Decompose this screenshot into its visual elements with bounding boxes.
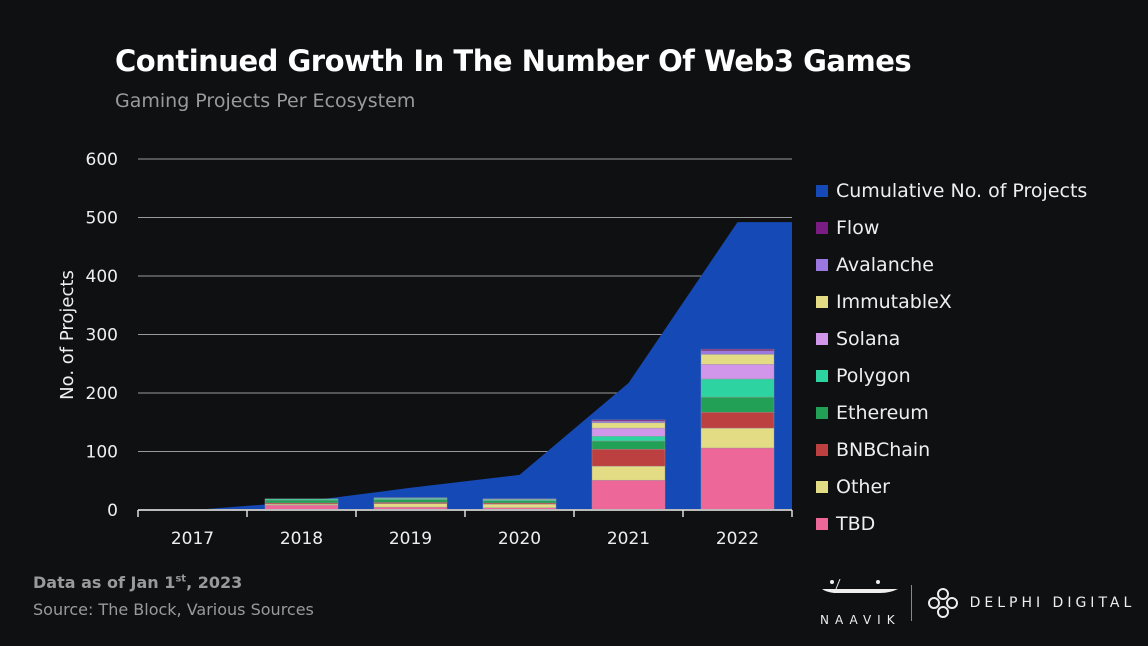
x-tick-label: 2020 <box>498 529 541 549</box>
y-tick-label: 400 <box>86 267 118 287</box>
legend-label: Flow <box>836 216 880 239</box>
bar-avalanche-2021 <box>591 420 666 424</box>
bar-other-2022 <box>700 427 775 449</box>
bar-ethereum-2021 <box>591 440 666 450</box>
y-tick-label: 300 <box>86 326 118 346</box>
legend-swatch <box>816 332 828 345</box>
delphi-logo-icon <box>927 587 958 618</box>
legend-label: Solana <box>836 327 901 350</box>
bar-solana-2020 <box>482 498 557 500</box>
bar-ethereum-2018 <box>264 499 339 504</box>
bar-ethereum-2022 <box>700 396 775 413</box>
legend-swatch <box>816 517 828 530</box>
legend-item: ImmutableX <box>816 283 1087 320</box>
legend-swatch <box>816 295 828 308</box>
legend-swatch <box>816 480 828 493</box>
y-tick-label: 600 <box>86 150 118 170</box>
legend-item: BNBChain <box>816 431 1087 468</box>
bar-flow-2022 <box>700 348 775 352</box>
x-tick-label: 2022 <box>716 529 759 549</box>
legend-swatch <box>816 369 828 382</box>
bar-solana-2021 <box>591 427 666 437</box>
legend-item: Flow <box>816 209 1087 246</box>
legend-swatch <box>816 221 828 234</box>
bar-immutablex-2021 <box>591 422 666 429</box>
chart-title: Continued Growth In The Number Of Web3 G… <box>115 44 912 78</box>
bar-ethereum-2020 <box>482 500 557 504</box>
bar-flow-2021 <box>591 419 666 422</box>
y-axis-label: No. of Projects <box>57 270 78 400</box>
legend-label: Avalanche <box>836 253 934 276</box>
bar-polygon-2022 <box>700 378 775 398</box>
divider <box>910 584 912 621</box>
legend-swatch <box>816 406 828 419</box>
y-tick-label: 100 <box>86 443 118 463</box>
bar-bnbchain-2022 <box>700 412 775 429</box>
x-tick-label: 2017 <box>171 529 214 549</box>
legend-item: Polygon <box>816 357 1087 394</box>
bar-polygon-2021 <box>591 436 666 442</box>
delphi-logo-text: DELPHI DIGITAL <box>969 594 1136 611</box>
legend-swatch <box>816 443 828 456</box>
legend-label: ImmutableX <box>836 290 952 313</box>
x-tick-label: 2021 <box>607 529 650 549</box>
legend-swatch <box>816 258 828 271</box>
y-tick-label: 500 <box>86 209 118 229</box>
legend-item: Ethereum <box>816 394 1087 431</box>
bar-avalanche-2022 <box>700 350 775 355</box>
bar-other-2021 <box>591 465 666 481</box>
bar-solana-2022 <box>700 364 775 380</box>
legend-item: Avalanche <box>816 246 1087 283</box>
bar-tbd-2021 <box>591 479 666 511</box>
bar-solana-2019 <box>373 497 448 499</box>
bar-bnbchain-2021 <box>591 448 666 467</box>
legend-label: Other <box>836 475 890 498</box>
bar-other-2019 <box>373 503 448 508</box>
legend-item: Cumulative No. of Projects <box>816 172 1087 209</box>
logos: NAAVIK DELPHI DIGITAL <box>820 578 1135 627</box>
chart-subtitle: Gaming Projects Per Ecosystem <box>115 90 416 112</box>
data-date-note: Data as of Jan 1st, 2023 <box>33 573 243 592</box>
bar-other-2020 <box>482 503 557 508</box>
naavik-logo: NAAVIK <box>820 578 901 627</box>
source-note: Source: The Block, Various Sources <box>33 600 314 619</box>
boat-icon <box>822 578 898 593</box>
legend-label: BNBChain <box>836 438 931 461</box>
legend-label: TBD <box>836 512 876 535</box>
legend: Cumulative No. of Projects Flow Avalanche I… <box>816 172 1087 542</box>
y-tick-label: 0 <box>107 501 118 521</box>
x-tick-label: 2018 <box>280 529 323 549</box>
bar-polygon-2018 <box>264 498 339 501</box>
legend-item: Other <box>816 468 1087 505</box>
legend-label: Cumulative No. of Projects <box>836 179 1088 202</box>
legend-swatch <box>816 184 828 197</box>
bar-tbd-2022 <box>700 447 775 511</box>
y-tick-label: 200 <box>86 384 118 404</box>
bar-ethereum-2019 <box>373 499 448 503</box>
legend-label: Polygon <box>836 364 911 387</box>
legend-label: Ethereum <box>836 401 929 424</box>
legend-item: TBD <box>816 505 1087 542</box>
bar-immutablex-2022 <box>700 354 775 365</box>
x-tick-label: 2019 <box>389 529 432 549</box>
legend-item: Solana <box>816 320 1087 357</box>
